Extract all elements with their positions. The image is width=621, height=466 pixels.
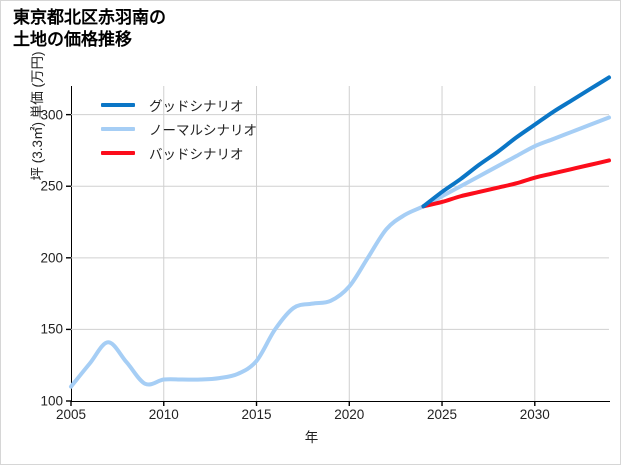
legend-label: グッドシナリオ [149, 99, 244, 114]
y-tick-label: 250 [40, 178, 63, 194]
y-axis-label: 坪 (3.3㎡) 単価 (万円) [30, 51, 45, 181]
chart-legend: グッドシナリオ ノーマルシナリオ バッドシナリオ [101, 93, 257, 165]
x-tick-label: 2010 [148, 407, 179, 422]
y-tick-label: 200 [40, 250, 63, 266]
x-tick-label: 2020 [334, 407, 365, 422]
legend-label: バッドシナリオ [149, 147, 244, 162]
y-tick-label: 300 [40, 107, 63, 123]
legend-item[interactable]: ノーマルシナリオ [101, 117, 257, 141]
y-tick-label: 100 [40, 393, 63, 409]
legend-color-swatch [101, 151, 135, 155]
x-tick-label: 2025 [427, 407, 458, 422]
x-axis-label: 年 [304, 430, 319, 445]
x-tick-label: 2015 [241, 407, 272, 422]
y-tick-label: 150 [40, 321, 63, 337]
x-tick-label: 2030 [519, 407, 550, 422]
legend-color-swatch [101, 127, 135, 131]
x-tick-label: 2005 [55, 407, 87, 422]
legend-item[interactable]: グッドシナリオ [101, 93, 257, 117]
page-title: 東京都北区赤羽南の 土地の価格推移 [13, 8, 166, 50]
legend-color-swatch [101, 103, 135, 107]
legend-label: ノーマルシナリオ [149, 123, 257, 138]
legend-item[interactable]: バッドシナリオ [101, 141, 257, 165]
